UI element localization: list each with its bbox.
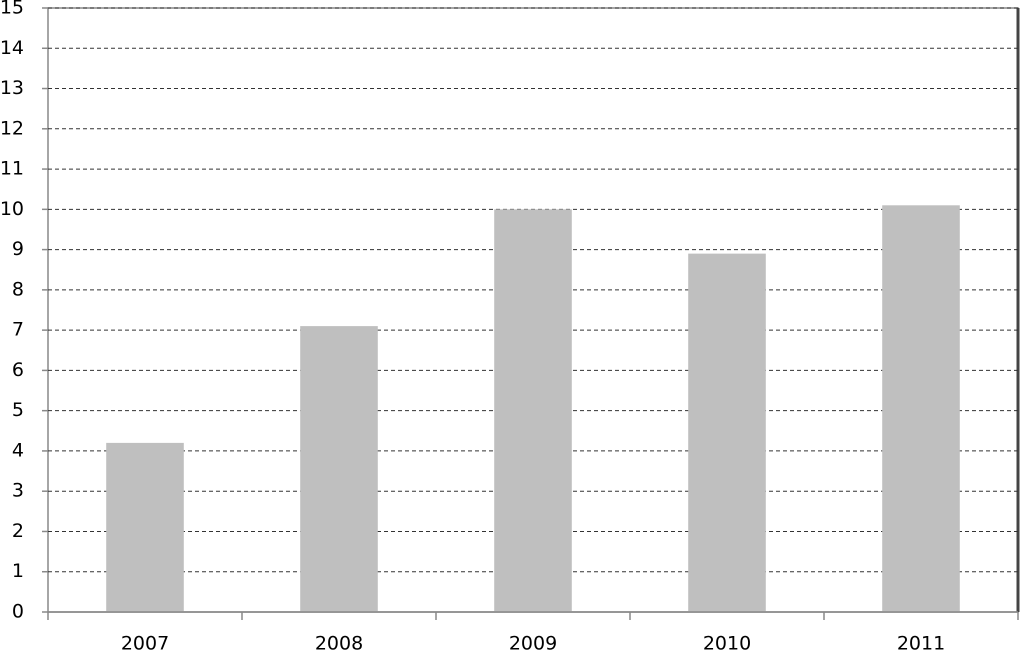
y-tick-label: 4 — [12, 439, 24, 461]
y-tick-label: 15 — [0, 0, 24, 19]
y-tick-label: 13 — [0, 77, 24, 99]
y-tick-label: 3 — [12, 480, 24, 502]
bar — [882, 205, 960, 612]
x-tick-label: 2011 — [897, 633, 945, 654]
y-tick-label: 11 — [0, 158, 24, 180]
y-tick-label: 10 — [0, 198, 24, 220]
x-tick-label: 2007 — [121, 633, 169, 654]
y-tick-label: 6 — [12, 359, 24, 381]
y-tick-label: 5 — [12, 399, 24, 421]
y-tick-label: 1 — [12, 560, 24, 582]
x-tick-label: 2008 — [315, 633, 363, 654]
y-tick-label: 2 — [12, 520, 24, 542]
y-tick-label: 12 — [0, 117, 24, 139]
bar — [106, 442, 184, 612]
y-tick-label: 8 — [12, 278, 24, 300]
bar — [300, 326, 378, 612]
x-tick-label: 2009 — [509, 633, 557, 654]
y-tick-label: 7 — [12, 319, 24, 341]
bar — [494, 209, 572, 613]
y-tick-label: 14 — [0, 37, 24, 59]
bar — [688, 253, 766, 613]
y-tick-label: 0 — [12, 601, 24, 623]
x-tick-label: 2010 — [703, 633, 751, 654]
y-tick-label: 9 — [12, 238, 24, 260]
